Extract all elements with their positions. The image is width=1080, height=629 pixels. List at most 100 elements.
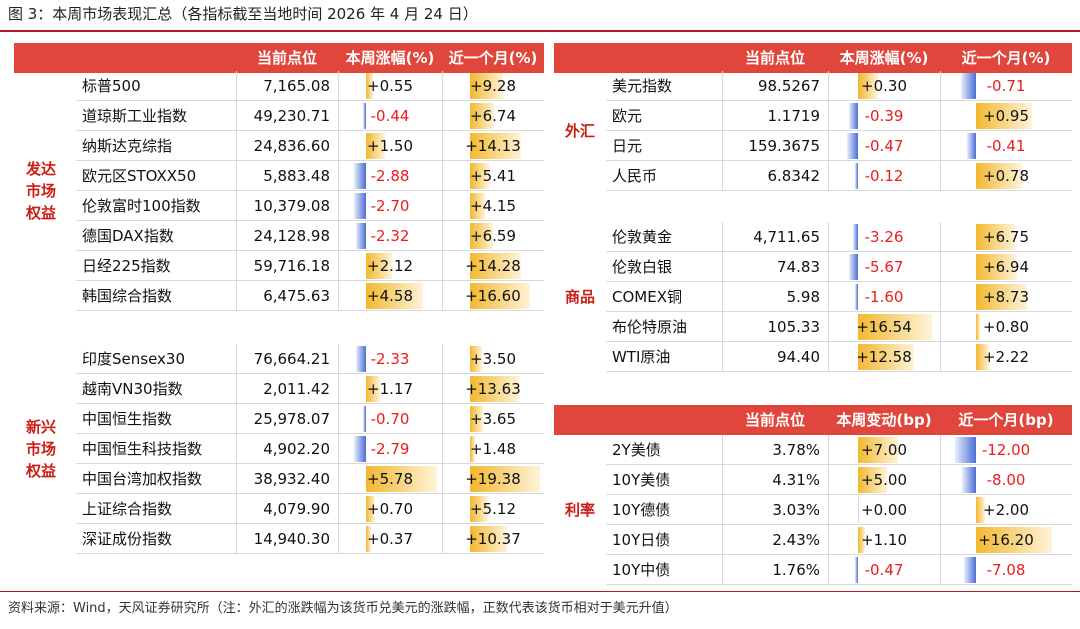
section-label: 发达 市场 权益 <box>14 158 68 224</box>
change-value: +16.54 <box>856 318 912 336</box>
table-header: 当前点位 本周涨幅(%) 近一个月(%) <box>554 43 1072 73</box>
change-value: +3.65 <box>470 410 516 428</box>
row-name: 越南VN30指数 <box>82 380 183 398</box>
row-name: 标普500 <box>82 77 141 95</box>
row-name: 德国DAX指数 <box>82 227 174 245</box>
row-month-change: +10.37 <box>442 524 544 554</box>
change-value: -5.67 <box>864 258 904 276</box>
data-bar <box>366 376 381 402</box>
change-value: +13.63 <box>465 380 521 398</box>
row-name: WTI原油 <box>612 348 671 366</box>
change-value: -0.12 <box>864 167 904 185</box>
change-value: +6.59 <box>470 227 516 245</box>
change-value: +1.50 <box>367 137 413 155</box>
row-level: 105.33 <box>767 318 821 336</box>
table-row: 伦敦黄金 4,711.65 -3.26 +6.75 <box>606 222 1072 252</box>
table-row: 印度Sensex30 76,664.21 -2.33 +3.50 <box>76 344 544 374</box>
row-divider <box>606 584 1072 585</box>
row-level: 3.03% <box>772 501 820 519</box>
row-level: 24,836.60 <box>253 137 330 155</box>
change-value: -2.32 <box>370 227 410 245</box>
row-level: 159.3675 <box>748 137 820 155</box>
column-divider <box>236 71 237 311</box>
table-row: 道琼斯工业指数 49,230.71 -0.44 +6.74 <box>76 101 544 131</box>
column-divider <box>442 344 443 554</box>
row-level: 1.76% <box>772 561 820 579</box>
data-bar <box>960 73 976 99</box>
row-level: 94.40 <box>777 348 820 366</box>
change-value: +0.37 <box>367 530 413 548</box>
data-bar <box>855 163 859 189</box>
row-divider <box>606 371 1072 372</box>
section-label-line: 利率 <box>564 501 595 519</box>
row-name: 深证成份指数 <box>82 530 173 548</box>
change-value: +8.73 <box>983 288 1029 306</box>
row-name: 人民币 <box>612 167 658 185</box>
data-bar <box>354 193 367 219</box>
row-level: 14,940.30 <box>253 530 330 548</box>
data-bar <box>858 344 914 370</box>
row-level: 4,902.20 <box>263 440 330 458</box>
row-divider <box>76 160 544 161</box>
column-divider <box>338 344 339 554</box>
row-week-change: +0.00 <box>828 495 940 525</box>
row-month-change: +6.74 <box>442 101 544 131</box>
table-row: 纳斯达克综指 24,836.60 +1.50 +14.13 <box>76 131 544 161</box>
table-row: 标普500 7,165.08 +0.55 +9.28 <box>76 71 544 101</box>
table-row: COMEX铜 5.98 -1.60 +8.73 <box>606 282 1072 312</box>
row-divider <box>76 100 544 101</box>
data-bar <box>963 557 976 583</box>
row-name: 10Y德债 <box>612 501 671 519</box>
table-row: 欧元 1.1719 -0.39 +0.95 <box>606 101 1072 131</box>
row-divider <box>606 524 1072 525</box>
data-bar <box>955 437 976 463</box>
change-value: -0.71 <box>986 77 1026 95</box>
section-label-line: 权益 <box>25 204 56 222</box>
row-name: 中国台湾加权指数 <box>82 470 203 488</box>
row-month-change: +14.28 <box>442 251 544 281</box>
section-label: 新兴 市场 权益 <box>14 416 68 482</box>
data-bar <box>353 436 367 462</box>
data-bar <box>967 133 976 159</box>
column-header: 当前点位 <box>744 411 805 429</box>
column-divider <box>722 222 723 372</box>
row-divider <box>76 493 544 494</box>
row-divider <box>76 553 544 554</box>
table-row: 10Y美债 4.31% +5.00 -8.00 <box>606 465 1072 495</box>
column-header: 近一个月(bp) <box>958 411 1054 429</box>
data-bar <box>469 253 522 279</box>
column-divider <box>722 435 723 585</box>
data-bar <box>469 223 494 249</box>
row-week-change: +0.55 <box>338 71 442 101</box>
data-bar <box>975 254 1017 280</box>
data-bar <box>847 133 859 159</box>
data-bar <box>469 406 483 432</box>
table-row: 上证综合指数 4,079.90 +0.70 +5.12 <box>76 494 544 524</box>
row-divider <box>76 463 544 464</box>
data-bar <box>975 497 986 523</box>
row-level: 4.31% <box>772 471 820 489</box>
data-bar <box>858 73 879 99</box>
row-level: 1.1719 <box>767 107 821 125</box>
row-month-change: +16.20 <box>940 525 1072 555</box>
row-month-change: -8.00 <box>940 465 1072 495</box>
change-value: +0.80 <box>983 318 1029 336</box>
row-week-change: -0.44 <box>338 101 442 131</box>
data-bar <box>858 467 887 493</box>
row-name: COMEX铜 <box>612 288 682 306</box>
column-divider <box>722 71 723 191</box>
row-divider <box>606 311 1072 312</box>
column-divider <box>338 71 339 311</box>
table-row: 10Y中债 1.76% -0.47 -7.08 <box>606 555 1072 585</box>
section-label-line: 发达 <box>25 160 56 178</box>
row-divider <box>76 220 544 221</box>
change-value: +19.38 <box>465 470 521 488</box>
row-divider <box>76 310 544 311</box>
change-value: -0.47 <box>864 137 904 155</box>
column-divider <box>828 435 829 585</box>
row-name: 日经225指数 <box>82 257 171 275</box>
row-level: 5.98 <box>786 288 820 306</box>
table-row: 韩国综合指数 6,475.63 +4.58 +16.60 <box>76 281 544 311</box>
change-value: -2.88 <box>370 167 410 185</box>
data-bar <box>855 557 859 583</box>
